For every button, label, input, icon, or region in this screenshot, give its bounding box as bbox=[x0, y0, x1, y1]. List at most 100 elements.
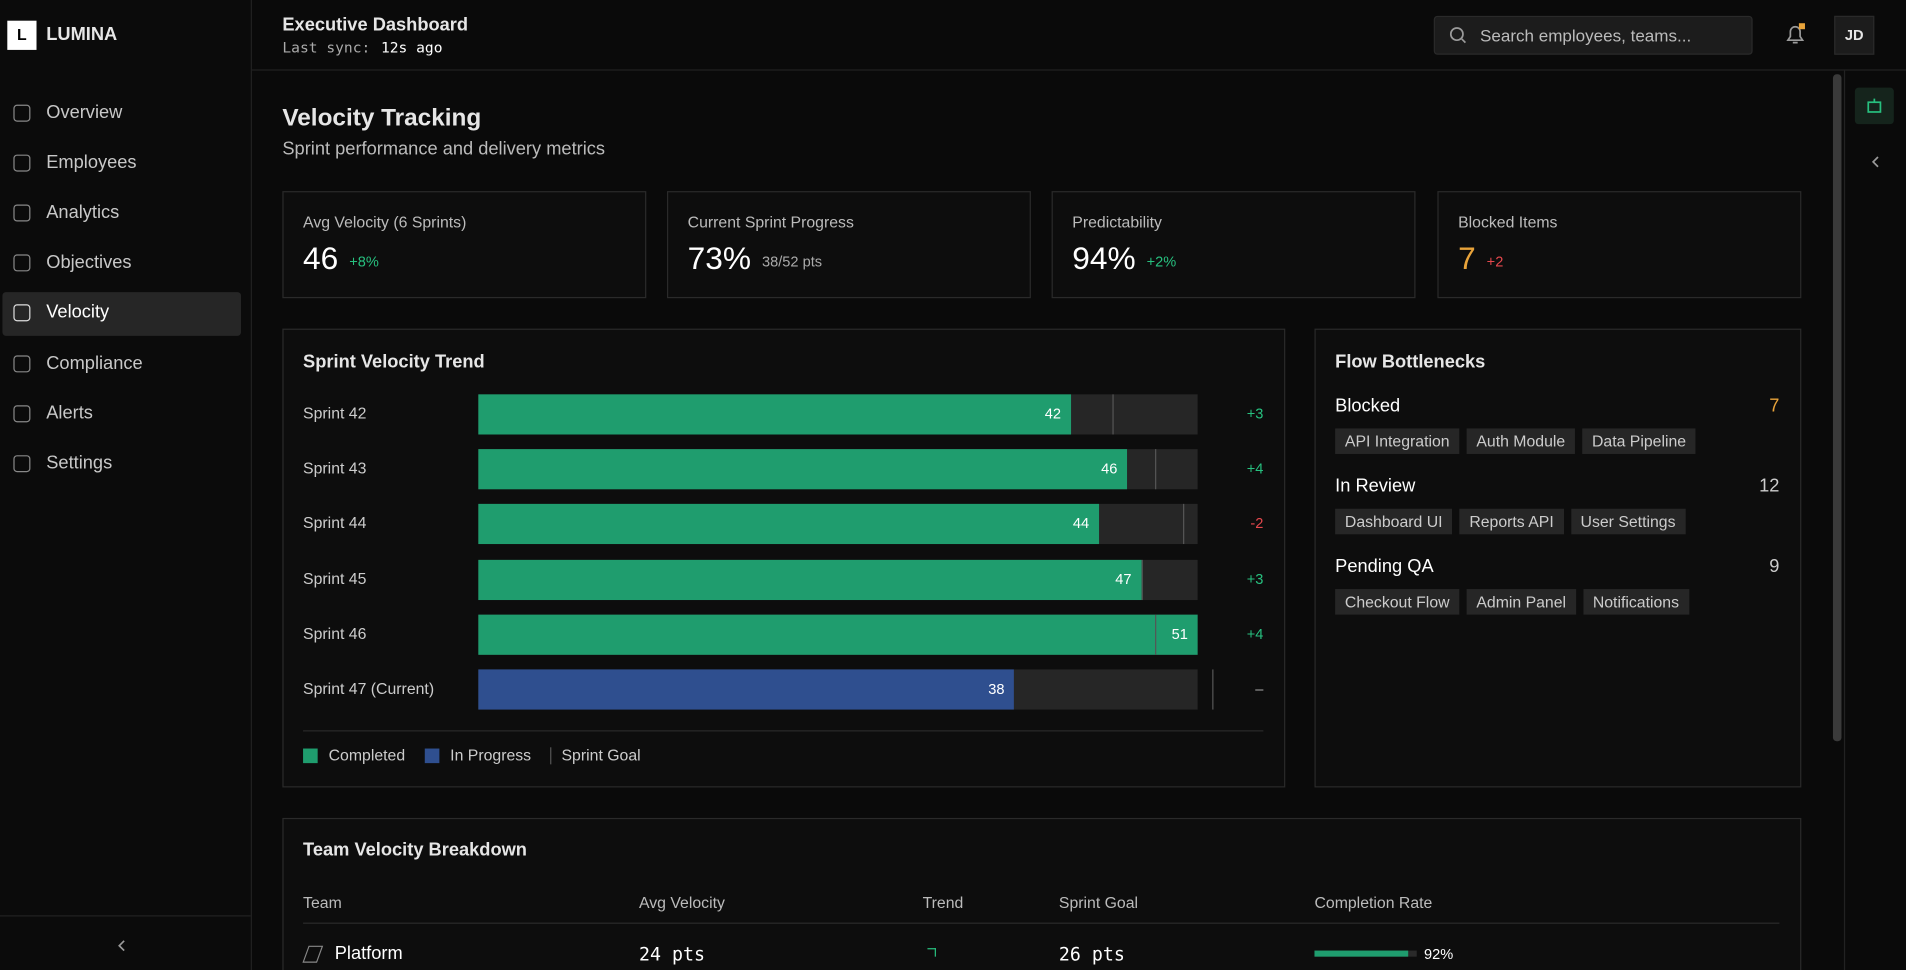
goal-marker bbox=[1155, 614, 1157, 655]
kpi-label: Avg Velocity (6 Sprints) bbox=[303, 212, 467, 232]
sidebar bbox=[0, 0, 252, 970]
legend-swatch bbox=[550, 747, 552, 765]
kpi-card bbox=[1437, 191, 1802, 299]
nav-item[interactable]: Analytics bbox=[46, 202, 120, 223]
assistant-button[interactable] bbox=[1854, 87, 1894, 125]
kpi-label: Predictability bbox=[1072, 212, 1162, 232]
goal-marker bbox=[1155, 449, 1157, 490]
page-subtitle: Sprint performance and delivery metrics bbox=[282, 138, 606, 160]
tag[interactable]: Auth Module bbox=[1466, 428, 1575, 454]
nav-item[interactable]: Employees bbox=[46, 152, 137, 173]
bottlenecks-card bbox=[1314, 328, 1802, 788]
delta: +4 bbox=[1246, 625, 1264, 643]
header bbox=[251, 0, 1906, 71]
group-name: Blocked bbox=[1335, 395, 1401, 417]
group-name: In Review bbox=[1335, 475, 1416, 497]
nav-item[interactable]: Objectives bbox=[46, 251, 132, 273]
completion-bar bbox=[1314, 950, 1409, 957]
kpi-card bbox=[1051, 191, 1416, 299]
nav-icon bbox=[13, 154, 31, 172]
kpi-value: 94% bbox=[1072, 239, 1136, 277]
delta: -2 bbox=[1250, 514, 1264, 532]
assistant-icon bbox=[1867, 98, 1882, 113]
nav-item[interactable]: Alerts bbox=[46, 402, 93, 424]
table-title: Team Velocity Breakdown bbox=[303, 839, 527, 861]
nav-icon bbox=[13, 405, 31, 423]
group-count: 12 bbox=[1759, 475, 1780, 497]
search-placeholder[interactable]: Search employees, teams... bbox=[1480, 25, 1692, 46]
bar-label: 38 bbox=[988, 680, 1005, 698]
legend-swatch bbox=[303, 748, 318, 764]
notifications[interactable] bbox=[1783, 23, 1807, 47]
tag[interactable]: User Settings bbox=[1570, 508, 1686, 535]
tag[interactable]: Admin Panel bbox=[1466, 589, 1576, 615]
kpi-note: +2 bbox=[1486, 253, 1504, 271]
bar bbox=[478, 614, 1198, 655]
bar-label: 51 bbox=[1171, 625, 1188, 643]
legend-label: In Progress bbox=[450, 746, 532, 765]
nav-icon bbox=[13, 254, 31, 272]
delta: – bbox=[1255, 680, 1264, 698]
kpi-card bbox=[666, 191, 1031, 299]
avg-velocity: 24 pts bbox=[638, 943, 705, 966]
expand-panel[interactable] bbox=[1868, 155, 1883, 170]
delta: +3 bbox=[1246, 570, 1264, 588]
header-title: Executive Dashboard bbox=[282, 14, 469, 36]
tag[interactable]: API Integration bbox=[1335, 428, 1460, 454]
column-header: Trend bbox=[922, 893, 964, 912]
trend-icon bbox=[927, 948, 936, 957]
bar-label: 47 bbox=[1115, 570, 1132, 588]
bar bbox=[478, 669, 1015, 710]
goal-marker bbox=[1141, 559, 1143, 601]
bar-label: 44 bbox=[1072, 514, 1090, 532]
column-header: Sprint Goal bbox=[1058, 893, 1139, 912]
nav-icon bbox=[13, 104, 31, 122]
bar bbox=[478, 559, 1142, 601]
kpi-label: Current Sprint Progress bbox=[687, 212, 854, 232]
nav-icon bbox=[13, 204, 31, 222]
nav-item[interactable]: Compliance bbox=[46, 352, 143, 374]
nav-active-bg bbox=[2, 292, 241, 336]
nav-item[interactable]: Overview bbox=[46, 102, 123, 123]
goal-marker bbox=[1183, 503, 1185, 545]
nav-item[interactable]: Velocity bbox=[46, 301, 110, 323]
scrollbar[interactable] bbox=[1832, 74, 1842, 742]
legend-label: Sprint Goal bbox=[561, 746, 641, 765]
kpi-value: 73% bbox=[687, 239, 752, 277]
sprint-goal: 26 pts bbox=[1058, 943, 1125, 966]
category-label: Sprint 47 (Current) bbox=[303, 679, 435, 698]
kpi-value: 46 bbox=[303, 239, 339, 277]
tag[interactable]: Checkout Flow bbox=[1335, 589, 1460, 615]
tag[interactable]: Data Pipeline bbox=[1582, 428, 1696, 454]
logo[interactable]: L bbox=[7, 20, 37, 50]
bar-label: 42 bbox=[1044, 405, 1061, 423]
kpi-note: +2% bbox=[1146, 253, 1177, 271]
bar-label: 46 bbox=[1101, 460, 1118, 478]
kpi-value: 7 bbox=[1458, 239, 1476, 277]
category-label: Sprint 43 bbox=[303, 458, 367, 478]
chart-title: Sprint Velocity Trend bbox=[303, 351, 485, 373]
page-title: Velocity Tracking bbox=[282, 104, 482, 132]
column-header: Avg Velocity bbox=[638, 893, 725, 912]
avatar[interactable]: JD bbox=[1834, 15, 1875, 55]
tag[interactable]: Reports API bbox=[1459, 508, 1564, 535]
column-header: Team bbox=[303, 893, 342, 912]
kpi-label: Blocked Items bbox=[1458, 212, 1558, 232]
delta: +3 bbox=[1246, 405, 1264, 423]
delta: +4 bbox=[1246, 460, 1264, 478]
nav-item[interactable]: Settings bbox=[46, 452, 113, 474]
completion-label: 92% bbox=[1424, 945, 1454, 963]
search-box[interactable] bbox=[1433, 15, 1753, 55]
sidebar-divider bbox=[0, 915, 251, 917]
tag[interactable]: Notifications bbox=[1583, 589, 1689, 615]
bar bbox=[478, 449, 1128, 490]
nav-icon bbox=[13, 355, 31, 373]
collapse-button[interactable] bbox=[114, 938, 129, 953]
bar bbox=[478, 503, 1099, 545]
kpi-card bbox=[282, 191, 647, 299]
assistant-strip bbox=[1843, 70, 1906, 970]
bar bbox=[478, 394, 1071, 435]
tag[interactable]: Dashboard UI bbox=[1335, 508, 1453, 535]
